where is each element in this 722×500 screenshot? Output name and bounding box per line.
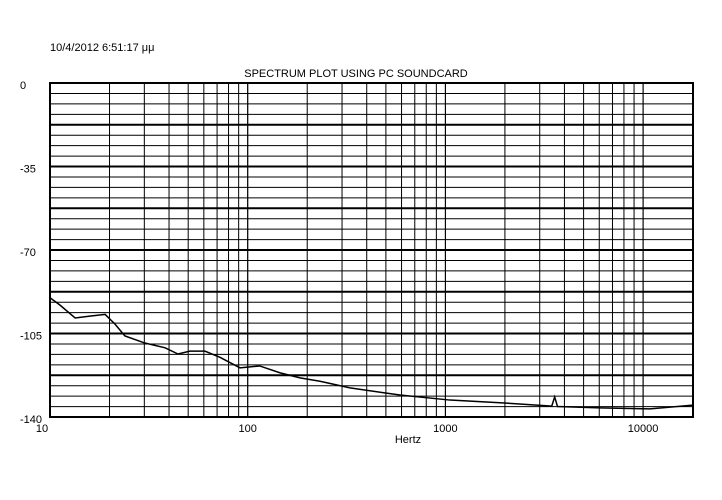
- chart-title: SPECTRUM PLOT USING PC SOUNDCARD: [244, 68, 468, 80]
- x-tick-label: 10: [36, 423, 48, 435]
- y-tick-label: -105: [20, 330, 42, 342]
- y-tick-label: -35: [20, 163, 36, 175]
- spectrum-line: [49, 297, 694, 410]
- x-tick-label: 100: [239, 423, 257, 435]
- x-axis-label: Hertz: [395, 434, 421, 446]
- x-tick-label: 1000: [433, 423, 457, 435]
- timestamp: 10/4/2012 6:51:17 μμ: [50, 42, 154, 54]
- plot-frame: [49, 82, 694, 418]
- y-tick-label: -140: [20, 414, 42, 426]
- y-tick-label: -70: [20, 247, 36, 259]
- x-tick-label: 10000: [628, 423, 659, 435]
- y-tick-label: 0: [20, 80, 26, 92]
